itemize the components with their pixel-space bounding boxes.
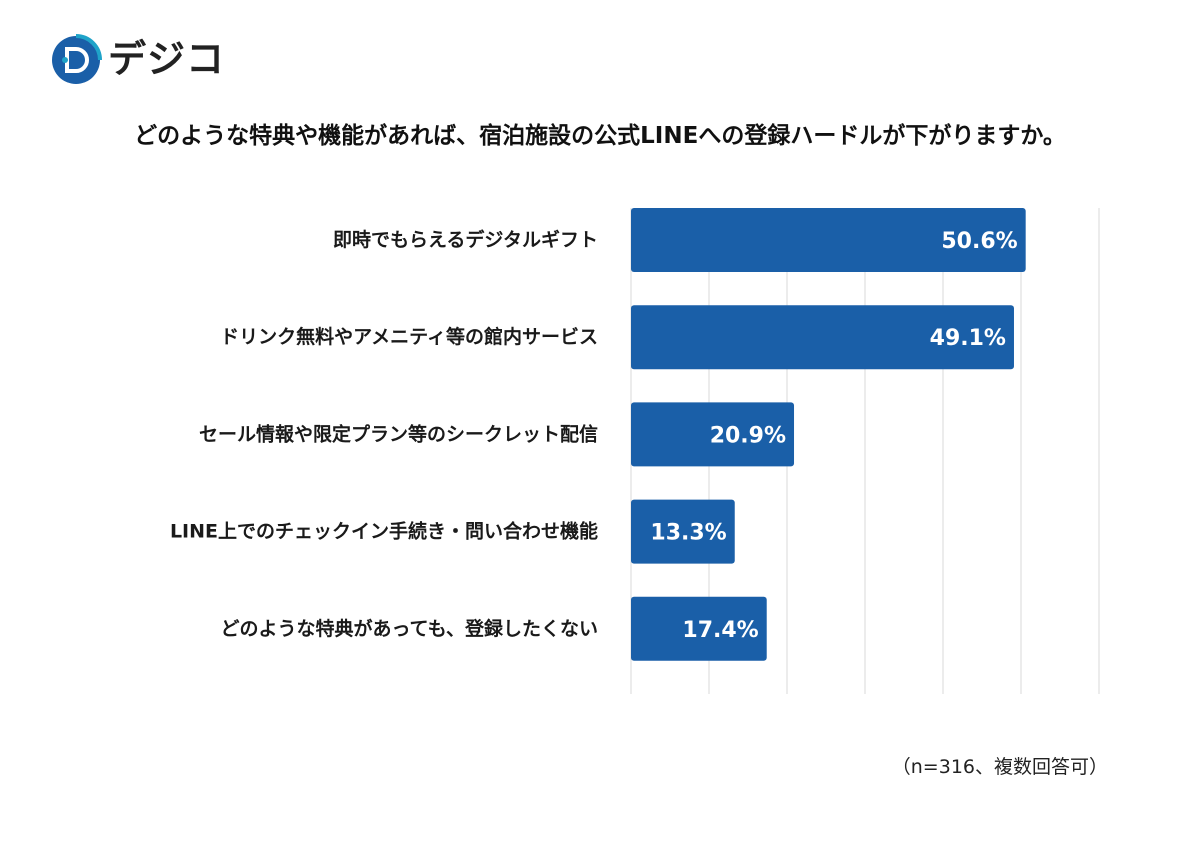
category-label: どのような特典があっても、登録したくない [220,617,598,640]
category-label: 即時でもらえるデジタルギフト [333,228,598,251]
bar-value-label: 49.1% [930,326,1006,351]
bar [631,208,1026,272]
category-label: ドリンク無料やアメニティ等の館内サービス [220,325,598,348]
bar-value-label: 20.9% [710,423,786,448]
brand-logo [52,34,102,84]
bar [631,596,767,661]
bar-value-label: 13.3% [650,521,726,546]
category-label: セール情報や限定プラン等のシークレット配信 [199,422,598,445]
bar-value-label: 17.4% [682,618,758,643]
sample-note: （n=316、複数回答可） [891,756,1108,778]
logo-circle-icon [52,36,100,84]
bar [631,402,795,467]
brand-name: デジコ [108,37,226,81]
chart-title: どのような特典や機能があれば、宿泊施設の公式LINEへの登録ハードルが下がります… [134,123,1066,149]
bar [631,305,1014,370]
bar-value-label: 50.6% [941,229,1017,254]
category-label: LINE上でのチェックイン手続き・問い合わせ機能 [170,520,598,543]
bar [631,499,735,564]
